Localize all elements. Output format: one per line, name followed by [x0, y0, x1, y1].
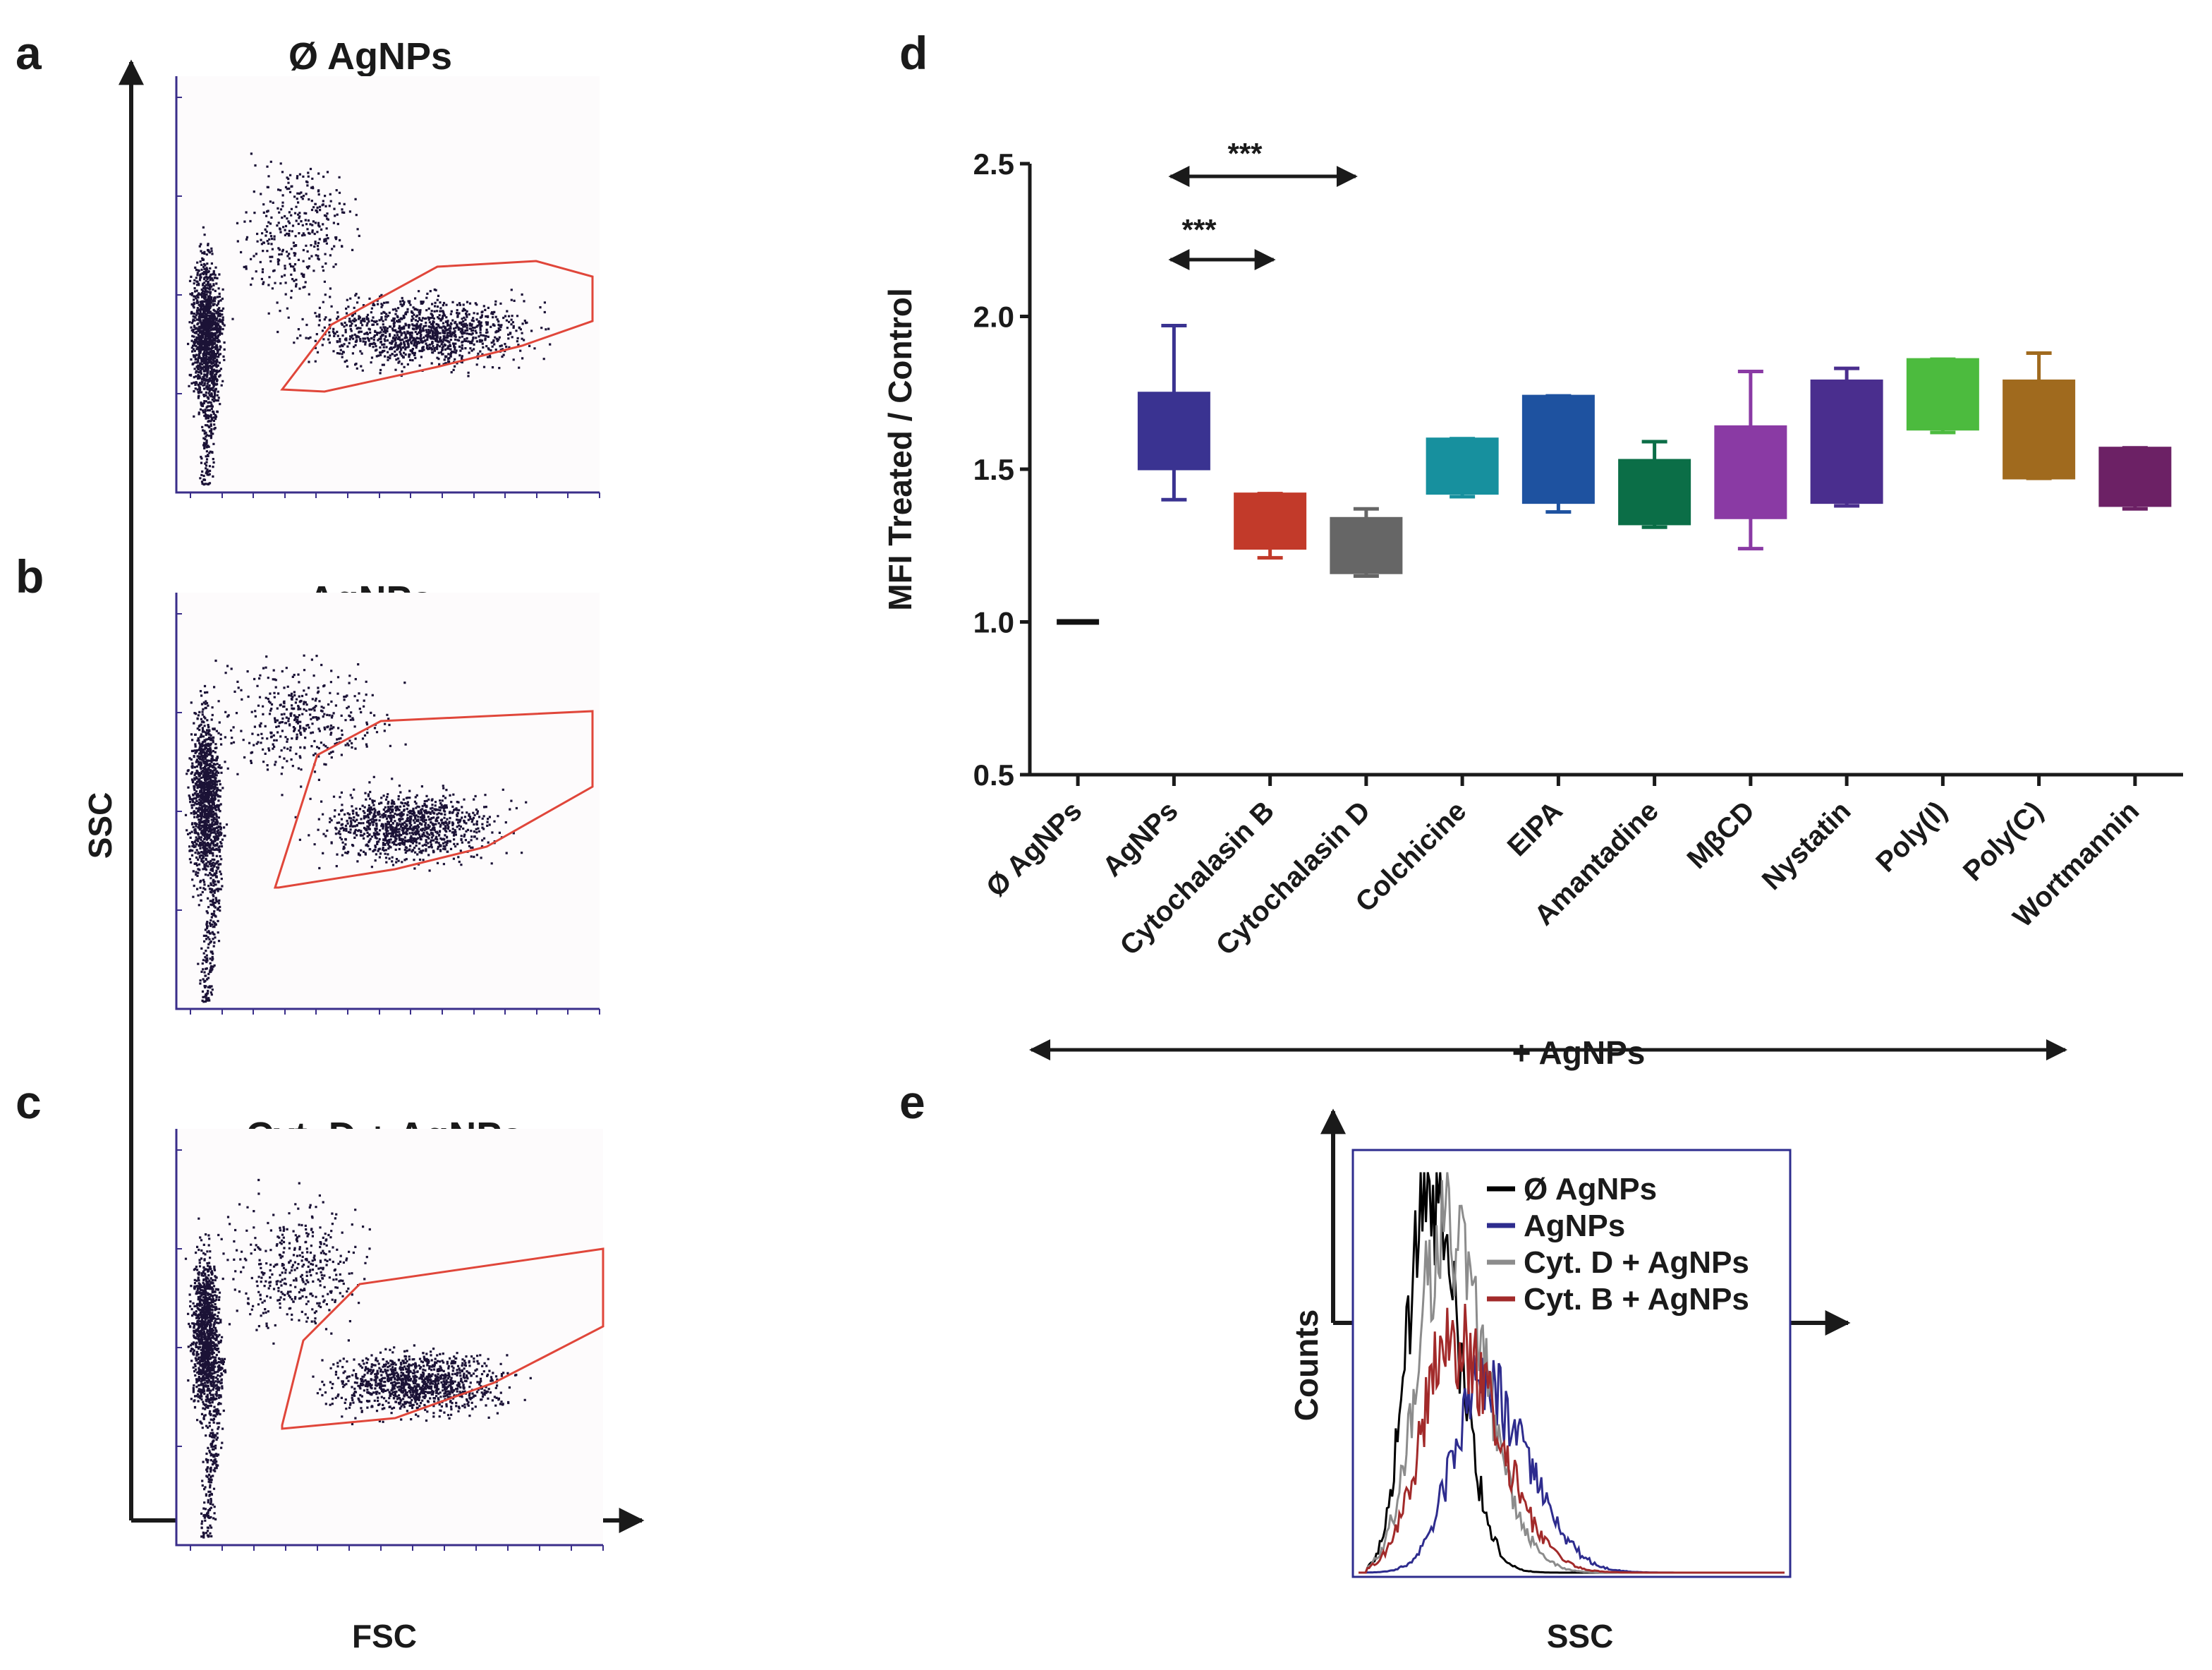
- plot-background: [176, 1129, 603, 1545]
- gate-polygon: [281, 1247, 604, 1430]
- plot-ticks: [176, 97, 600, 498]
- x-category-label: EIPA: [1502, 795, 1569, 862]
- plot-ticks: [176, 1149, 604, 1551]
- y-tick-label: 0.5: [973, 758, 1014, 792]
- box-plot-y-axis-label: MFI Treated / Control: [882, 288, 918, 610]
- plot-ticks: [176, 613, 600, 1015]
- legend-label: Ø AgNPs: [1524, 1172, 1657, 1206]
- legend-label: Cyt. B + AgNPs: [1524, 1282, 1749, 1317]
- y-tick-label: 1.5: [973, 453, 1014, 486]
- box-body: [2003, 379, 2076, 480]
- flow-plot-agnps: AgNPs: [175, 579, 600, 1015]
- gate-polygon: [280, 260, 594, 393]
- significance-label: ***: [1181, 213, 1217, 246]
- panel-letter-b: b: [16, 550, 44, 603]
- y-tick-label: 2.0: [973, 301, 1014, 334]
- box-body: [1426, 437, 1499, 495]
- scatter-dots: [187, 152, 552, 486]
- plot-background: [176, 76, 600, 492]
- box-body: [2098, 447, 2172, 507]
- flow-plot-untreated: Ø AgNPs: [175, 35, 600, 498]
- gate-polygon: [273, 710, 594, 889]
- box-plot-chart: MFI Treated / Control + AgNPs *** *** 0.…: [882, 137, 2183, 1071]
- panel-letter-c: c: [16, 1076, 42, 1128]
- plot-frame: [175, 76, 600, 494]
- flow-plot-title: Ø AgNPs: [288, 35, 452, 78]
- scatter-dots: [184, 654, 528, 1003]
- fsc-axis-label: FSC: [352, 1618, 417, 1654]
- box-body: [1714, 425, 1787, 519]
- x-category-label: Poly(C): [1957, 795, 2049, 887]
- significance-label: ***: [1227, 137, 1263, 170]
- panel-letter-d: d: [899, 27, 928, 79]
- x-category-label: AgNPs: [1097, 795, 1184, 883]
- flow-plot-cytd-agnps: Cyt. D + AgNPs: [175, 1115, 604, 1551]
- histogram-series-line: [1359, 1304, 1785, 1574]
- panel-letter-a: a: [16, 27, 42, 79]
- scatter-dots: [184, 1178, 532, 1539]
- legend-label: AgNPs: [1524, 1209, 1625, 1243]
- box-body: [1330, 516, 1403, 574]
- plot-frame: [175, 593, 600, 1010]
- x-category-label: Ø AgNPs: [980, 795, 1088, 903]
- x-category-label: Poly(I): [1870, 795, 1953, 878]
- ssc-axis-label: SSC: [82, 792, 119, 859]
- box-body: [1137, 392, 1210, 471]
- box-body: [1521, 394, 1595, 504]
- box-body: [1906, 358, 1979, 431]
- flow-panels: SSC FSC Ø AgNPs AgNPs Cyt. D + AgNPs: [82, 35, 645, 1654]
- hist-x-axis-label: SSC: [1547, 1618, 1614, 1654]
- y-tick-label: 2.5: [973, 147, 1014, 181]
- box-body: [1810, 379, 1883, 504]
- x-category-label: Nystatin: [1756, 795, 1857, 896]
- box-body: [1234, 492, 1307, 550]
- y-tick-label: 1.0: [973, 606, 1014, 639]
- group-label: + AgNPs: [1512, 1034, 1646, 1071]
- panel-letter-e: e: [899, 1076, 925, 1128]
- x-category-label: MβCD: [1681, 795, 1761, 875]
- plot-frame: [175, 1129, 603, 1547]
- hist-y-axis-label: Counts: [1288, 1309, 1325, 1421]
- legend-label: Cyt. D + AgNPs: [1524, 1245, 1749, 1280]
- box-body: [1618, 459, 1691, 526]
